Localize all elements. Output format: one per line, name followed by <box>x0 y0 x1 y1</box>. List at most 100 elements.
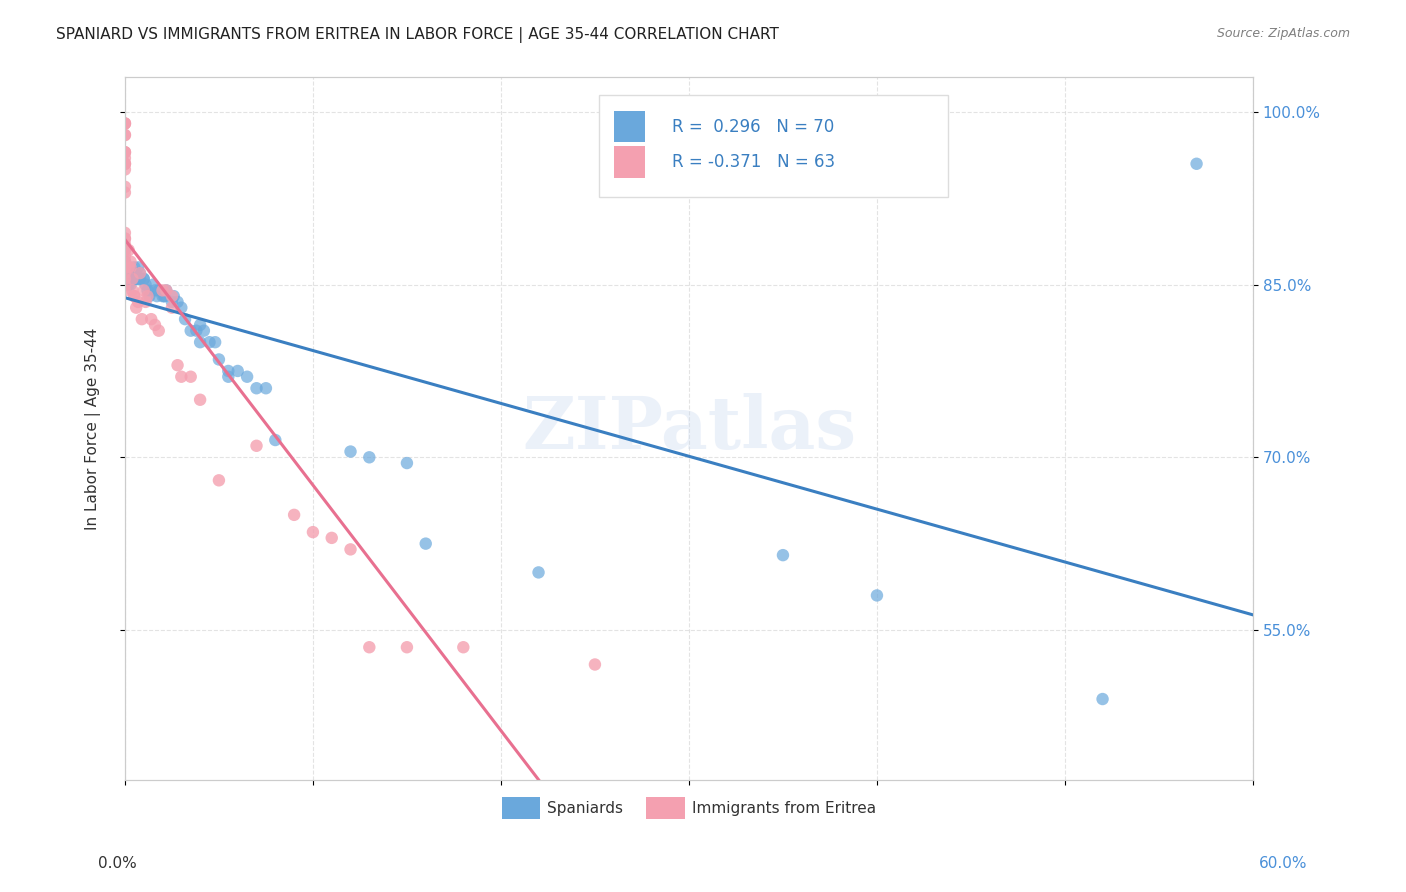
Point <box>132 272 155 286</box>
Point <box>283 508 305 522</box>
Legend: Spaniards, Immigrants from Eritrea: Spaniards, Immigrants from Eritrea <box>495 791 883 824</box>
Point <box>114 260 136 275</box>
Point <box>120 260 142 275</box>
Point <box>124 260 146 275</box>
Point <box>135 277 157 292</box>
Point <box>141 312 163 326</box>
Text: Source: ZipAtlas.com: Source: ZipAtlas.com <box>1216 27 1350 40</box>
Point <box>527 566 550 580</box>
Point <box>321 531 343 545</box>
Point <box>114 254 136 268</box>
Point <box>160 301 183 315</box>
Point <box>143 318 166 332</box>
Text: 60.0%: 60.0% <box>1260 856 1308 871</box>
Point <box>114 145 136 160</box>
Text: R = -0.371   N = 63: R = -0.371 N = 63 <box>672 153 835 170</box>
Text: 0.0%: 0.0% <box>98 856 138 871</box>
Point <box>114 226 136 240</box>
Point <box>160 289 183 303</box>
Point <box>135 294 157 309</box>
Point <box>125 301 148 315</box>
Point <box>120 266 142 280</box>
Text: ZIPatlas: ZIPatlas <box>522 393 856 464</box>
Point <box>339 542 361 557</box>
Point <box>114 254 136 268</box>
Point <box>127 272 149 286</box>
Point <box>114 243 136 257</box>
Point <box>120 272 142 286</box>
Point <box>114 186 136 200</box>
Point <box>120 254 142 268</box>
Point <box>114 157 136 171</box>
Point <box>114 284 136 298</box>
Point <box>114 157 136 171</box>
Point <box>148 284 170 298</box>
Point <box>121 284 143 298</box>
Point <box>180 324 202 338</box>
Point <box>114 151 136 165</box>
Point <box>163 289 186 303</box>
Point <box>125 266 148 280</box>
Point <box>155 284 177 298</box>
Point <box>120 277 142 292</box>
Point <box>136 284 159 298</box>
Point <box>114 116 136 130</box>
Point <box>114 266 136 280</box>
Point <box>166 358 188 372</box>
Text: SPANIARD VS IMMIGRANTS FROM ERITREA IN LABOR FORCE | AGE 35-44 CORRELATION CHART: SPANIARD VS IMMIGRANTS FROM ERITREA IN L… <box>56 27 779 43</box>
Point <box>193 324 215 338</box>
Point <box>121 272 143 286</box>
Point <box>453 640 475 655</box>
Point <box>143 284 166 298</box>
Text: R =  0.296   N = 70: R = 0.296 N = 70 <box>672 118 834 136</box>
Point <box>153 289 176 303</box>
Point <box>114 128 136 142</box>
Point <box>166 294 188 309</box>
Point <box>114 179 136 194</box>
Point <box>1091 692 1114 706</box>
Point <box>114 157 136 171</box>
Point <box>125 272 148 286</box>
FancyBboxPatch shape <box>599 95 949 197</box>
Point <box>114 128 136 142</box>
Point <box>114 260 136 275</box>
Point <box>118 272 141 286</box>
Point <box>132 284 155 298</box>
Point <box>170 369 193 384</box>
Point <box>217 369 239 384</box>
Point <box>155 284 177 298</box>
Point <box>302 525 325 540</box>
Point <box>174 312 197 326</box>
Point <box>264 433 287 447</box>
Point <box>114 266 136 280</box>
Point <box>160 294 183 309</box>
Point <box>114 145 136 160</box>
Point <box>217 364 239 378</box>
Point <box>124 289 146 303</box>
Point <box>118 243 141 257</box>
Point <box>125 272 148 286</box>
Point <box>131 312 153 326</box>
Point <box>118 260 141 275</box>
Point <box>1185 157 1208 171</box>
Point <box>866 589 889 603</box>
Point <box>114 254 136 268</box>
Point <box>114 249 136 263</box>
Point <box>114 266 136 280</box>
Point <box>114 116 136 130</box>
Point <box>118 266 141 280</box>
Point <box>359 640 381 655</box>
Point <box>254 381 277 395</box>
Y-axis label: In Labor Force | Age 35-44: In Labor Force | Age 35-44 <box>86 327 101 530</box>
Point <box>114 237 136 252</box>
Point <box>114 266 136 280</box>
Point <box>114 272 136 286</box>
Point <box>153 289 176 303</box>
Point <box>236 369 259 384</box>
Point <box>127 260 149 275</box>
Point <box>114 145 136 160</box>
Point <box>180 369 202 384</box>
Point <box>129 272 152 286</box>
Point <box>359 450 381 465</box>
Point <box>245 381 267 395</box>
